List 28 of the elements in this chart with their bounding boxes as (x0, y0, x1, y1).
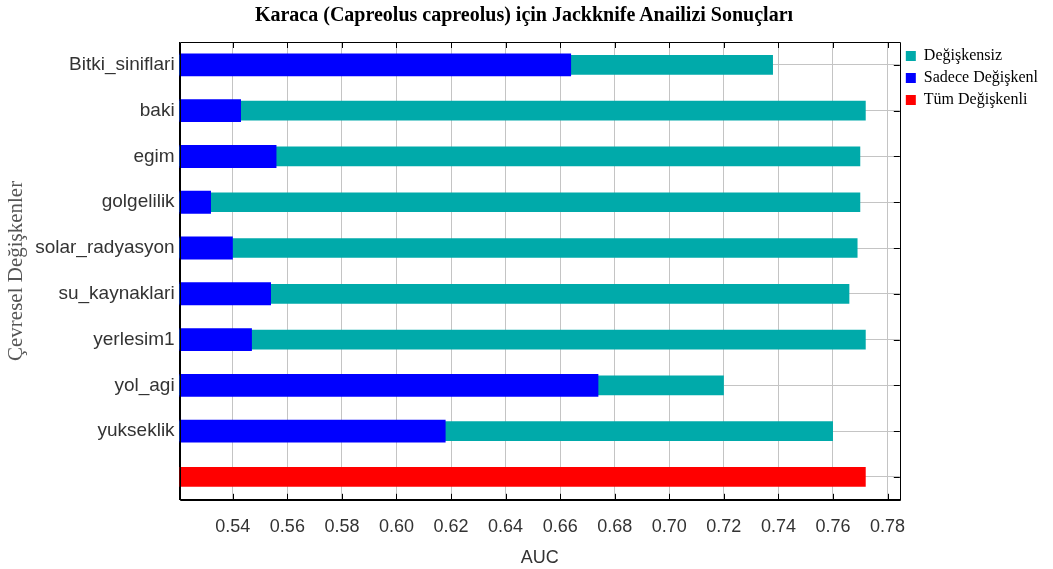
y-tick-label: yol_agi (114, 373, 175, 396)
x-tick-label: 0.66 (542, 515, 578, 536)
y-tick-label: Bitki_siniflari (69, 53, 175, 76)
x-tick-label: 0.56 (269, 515, 305, 536)
x-tick-label: 0.72 (706, 515, 742, 536)
x-tick-label: 0.68 (597, 515, 633, 536)
y-tick-label: egim (133, 144, 175, 166)
x-tick-label: 0.76 (815, 515, 851, 536)
y-tick-label: su_kaynaklari (58, 282, 175, 305)
x-tick-label: 0.62 (433, 515, 469, 536)
legend-label: Tüm Değişkenli (923, 90, 1028, 109)
legend-label: Değişkensiz (923, 46, 1003, 65)
x-tick-label: 0.54 (215, 515, 251, 536)
x-tick-label: 0.58 (324, 515, 360, 536)
x-tick-label: 0.74 (760, 515, 796, 536)
x-tick-label: 0.78 (870, 515, 906, 536)
y-tick-label: baki (139, 98, 175, 120)
chart-title: Karaca (Capreolus capreolus) için Jackknife Anailizi Sonuçları (254, 3, 794, 27)
x-tick-label: 0.70 (651, 515, 687, 536)
legend-label: Sadece Değişkenl (923, 68, 1039, 87)
y-axis-title: Çevresel Değişkenler (3, 180, 28, 361)
x-tick-label: 0.60 (378, 515, 415, 536)
y-tick-label: yerlesim1 (93, 327, 175, 349)
x-tick-label: 0.64 (488, 515, 524, 536)
x-axis-title: AUC (520, 547, 559, 568)
y-tick-label: golgelilik (101, 190, 176, 212)
y-tick-label: yukseklik (97, 419, 176, 441)
y-tick-label: solar_radyasyon (35, 236, 175, 259)
